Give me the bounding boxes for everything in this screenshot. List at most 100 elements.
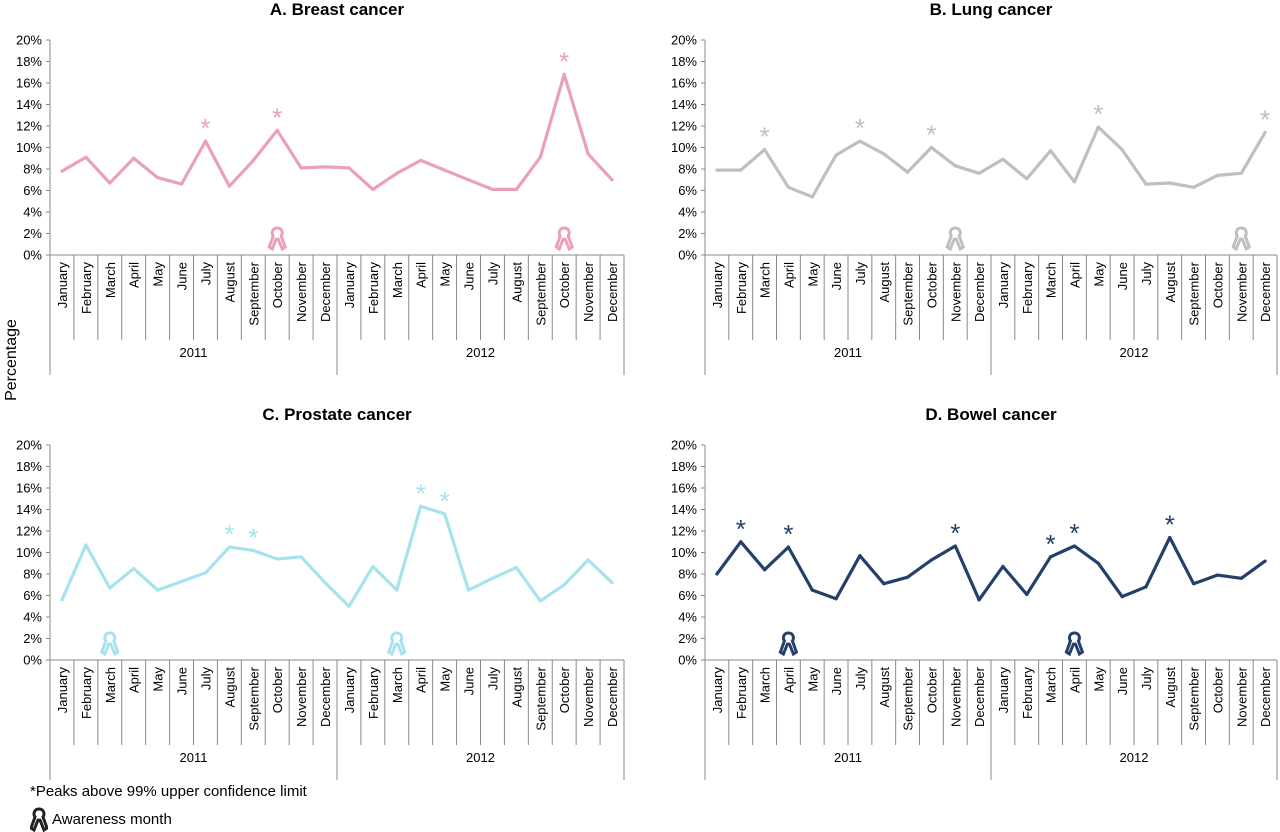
x-tick-label: September xyxy=(533,666,548,730)
chart-panel-2: B. Lung cancer 0% 2% 4% 6% 8% 10% 12% 14% 16% 18% 2… xyxy=(671,0,1278,375)
x-tick-label: June xyxy=(175,667,190,695)
x-tick-label: June xyxy=(1115,262,1130,290)
x-tick-label: January xyxy=(996,667,1011,714)
x-tick-label: April xyxy=(781,667,796,693)
y-tick-label: 6% xyxy=(23,183,42,198)
data-point xyxy=(858,139,862,143)
y-tick-label: 4% xyxy=(678,205,697,220)
data-point xyxy=(538,155,542,159)
awareness-ribbon-icon xyxy=(267,226,288,252)
peak-marker: * xyxy=(1093,99,1103,129)
data-point xyxy=(84,155,88,159)
y-tick-label: 16% xyxy=(671,481,697,496)
x-tick-label: September xyxy=(1187,261,1202,325)
data-point xyxy=(562,72,566,76)
chart-panel-4: D. Bowel cancer 0% 2% 4% 6% 8% 10% 12% 14% 16% 18%… xyxy=(671,405,1278,780)
x-tick-label: July xyxy=(1139,667,1154,691)
x-tick-label: August xyxy=(222,262,237,303)
year-label: 2012 xyxy=(466,345,495,360)
y-tick-label: 8% xyxy=(678,162,697,177)
ribbon-left-tail xyxy=(99,631,112,657)
y-tick-label: 8% xyxy=(678,567,697,582)
data-point xyxy=(203,139,208,143)
x-tick-label: February xyxy=(734,262,749,315)
series-line xyxy=(715,535,1267,602)
series-line xyxy=(60,504,614,608)
x-tick-label: August xyxy=(1163,667,1178,708)
y-tick-label: 18% xyxy=(16,459,42,474)
data-point xyxy=(929,145,934,150)
data-point xyxy=(84,543,88,547)
x-tick-label: November xyxy=(948,666,963,727)
peak-marker: * xyxy=(200,113,210,143)
ribbon-right-tail xyxy=(786,631,799,657)
data-point xyxy=(108,586,112,590)
y-tick-label: 8% xyxy=(23,567,42,582)
data-point xyxy=(371,187,375,192)
x-tick-label: May xyxy=(805,667,820,692)
data-point xyxy=(739,168,743,172)
y-tick-label: 12% xyxy=(16,119,42,134)
data-point xyxy=(347,166,351,170)
x-tick-label: April xyxy=(781,262,796,288)
x-tick-label: July xyxy=(485,262,500,286)
y-tick-label: 10% xyxy=(16,140,42,155)
data-point xyxy=(371,564,375,569)
x-tick-label: March xyxy=(103,667,118,703)
data-point xyxy=(514,565,518,570)
y-tick-label: 18% xyxy=(671,459,697,474)
y-tick-label: 12% xyxy=(16,524,42,539)
x-tick-label: November xyxy=(294,261,309,322)
y-tick-label: 20% xyxy=(16,438,42,453)
data-point xyxy=(1096,125,1100,129)
data-point xyxy=(1191,582,1196,586)
data-point xyxy=(739,540,743,544)
data-point xyxy=(1263,559,1267,563)
data-point xyxy=(882,152,886,156)
x-tick-label: July xyxy=(198,667,213,691)
x-tick-label: June xyxy=(462,262,477,290)
data-point xyxy=(108,181,112,185)
x-tick-label: September xyxy=(1187,666,1202,730)
x-tick-label: August xyxy=(877,667,892,708)
data-point xyxy=(443,168,447,172)
peak-marker: * xyxy=(783,519,793,549)
data-point xyxy=(586,558,590,562)
chart-panel-3: C. Prostate cancer 0% 2% 4% 6% 8% 10% 12% 14% 16%… xyxy=(16,405,625,780)
x-tick-label: June xyxy=(1115,667,1130,695)
y-tick-label: 20% xyxy=(671,438,697,453)
x-tick-label: April xyxy=(127,667,142,693)
y-tick-label: 6% xyxy=(23,588,42,603)
data-point xyxy=(762,568,767,572)
x-tick-label: October xyxy=(924,261,939,308)
data-point xyxy=(905,575,910,579)
x-tick-label: November xyxy=(948,261,963,322)
data-point xyxy=(882,582,886,586)
data-point xyxy=(834,597,838,601)
data-point xyxy=(251,158,255,162)
x-tick-label: July xyxy=(853,262,868,286)
y-tick-label: 8% xyxy=(23,162,42,177)
data-point xyxy=(953,164,957,168)
x-tick-label: January xyxy=(342,667,357,714)
x-tick-label: December xyxy=(318,666,333,727)
data-point xyxy=(156,176,160,180)
ribbon-right-tail xyxy=(1239,226,1252,252)
data-point xyxy=(395,171,399,175)
data-point xyxy=(299,555,303,559)
x-tick-label: June xyxy=(462,667,477,695)
data-point xyxy=(538,599,542,603)
data-point xyxy=(60,169,64,173)
y-tick-label: 16% xyxy=(671,76,697,91)
data-point xyxy=(419,504,423,508)
data-point xyxy=(562,583,566,587)
y-axis-label: Percentage xyxy=(3,319,20,401)
x-tick-label: January xyxy=(55,667,70,714)
awareness-ribbon-icon xyxy=(778,631,799,657)
data-point xyxy=(275,557,279,561)
x-tick-label: February xyxy=(734,667,749,720)
year-label: 2011 xyxy=(834,750,862,765)
data-point xyxy=(715,168,719,172)
y-tick-label: 2% xyxy=(23,226,42,241)
x-tick-label: March xyxy=(390,667,405,703)
